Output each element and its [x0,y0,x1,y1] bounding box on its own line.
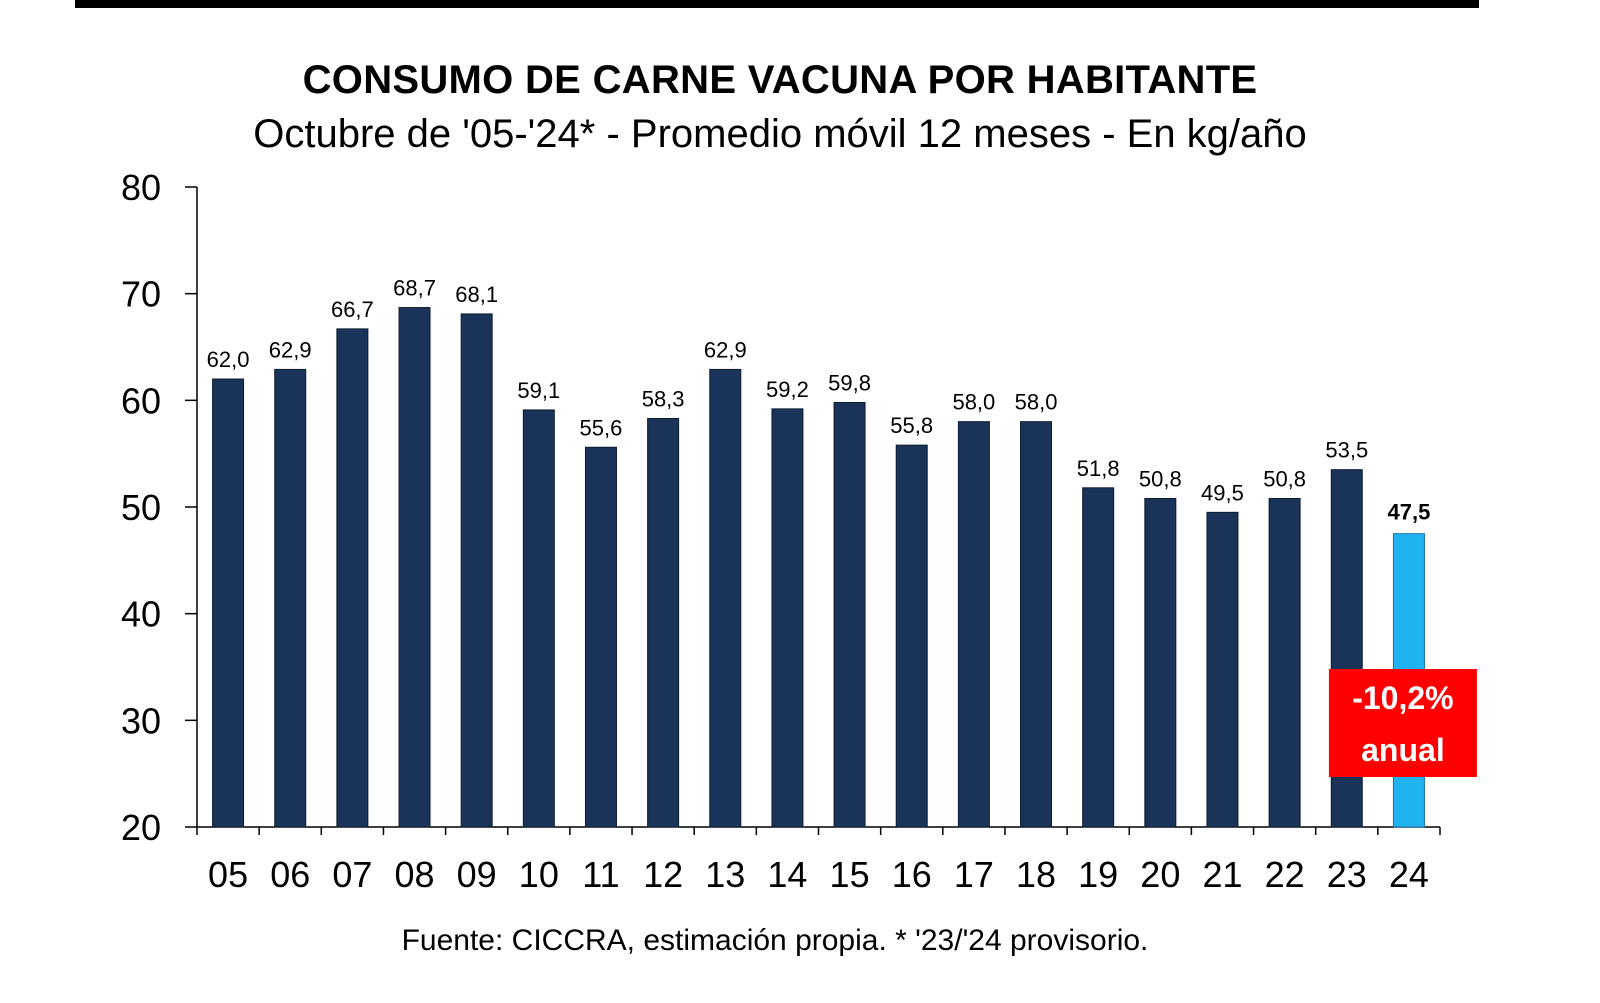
y-tick-label: 50 [121,487,161,528]
bar-15 [833,401,866,828]
x-tick-label-11: 11 [582,854,619,895]
bar-16 [895,444,928,828]
x-tick-label-19: 19 [1078,854,1118,895]
y-tick-label: 40 [121,594,161,635]
source-note: Fuente: CICCRA, estimación propia. * '23… [401,924,1149,957]
x-tick-label-23: 23 [1327,854,1367,895]
value-label-22: 50,8 [1263,466,1306,491]
bar-07 [336,328,369,828]
bar-08 [398,307,431,828]
value-label-21: 49,5 [1201,480,1244,505]
value-label-05: 62,0 [207,347,250,372]
x-tick-label-05: 05 [208,854,248,895]
x-tick-label-20: 20 [1140,854,1180,895]
x-tick-label-18: 18 [1016,854,1056,895]
value-label-13: 62,9 [704,337,747,362]
x-tick-label-09: 09 [457,854,497,895]
bar-19 [1082,487,1115,828]
value-label-12: 58,3 [642,386,685,411]
bar-12 [647,417,680,828]
top-border-bar [75,0,1479,8]
y-tick-label: 60 [121,380,161,421]
x-tick-label-07: 07 [332,854,372,895]
y-tick-label: 70 [121,274,161,315]
value-label-15: 59,8 [828,370,871,395]
x-tick-label-08: 08 [395,854,435,895]
value-label-08: 68,7 [393,276,436,301]
bar-06 [274,368,307,828]
value-label-17: 58,0 [952,390,995,415]
bar-09 [460,313,493,828]
y-tick-label: 20 [121,807,161,848]
x-tick-label-17: 17 [954,854,994,895]
value-label-06: 62,9 [269,337,312,362]
callout-percent: -10,2% [1352,680,1453,716]
y-tick-label: 30 [121,700,161,741]
chart-subtitle: Octubre de '05-'24* - Promedio móvil 12 … [253,112,1307,156]
callout-period: anual [1361,732,1445,768]
data-labels: 62,0 62,9 66,7 68,7 68,1 59,1 55,6 58,3 62,9 59,2… [207,276,1431,525]
x-tick-label-12: 12 [643,854,683,895]
x-tick-label-16: 16 [892,854,932,895]
bar-21 [1206,511,1239,828]
x-tick-label-13: 13 [705,854,745,895]
value-label-18: 58,0 [1015,390,1058,415]
value-label-20: 50,8 [1139,466,1182,491]
bar-11 [584,446,617,828]
value-label-23: 53,5 [1325,438,1368,463]
value-label-09: 68,1 [455,282,498,307]
chart-title: CONSUMO DE CARNE VACUNA POR HABITANTE [302,58,1258,102]
bar-13 [709,368,742,828]
bar-20 [1144,497,1177,828]
value-label-10: 59,1 [517,378,560,403]
y-tick-label: 80 [121,167,161,208]
bar-10 [522,409,555,828]
x-tick-label-06: 06 [270,854,310,895]
annual-change-callout: -10,2% anual [1328,669,1477,777]
x-tick-label-15: 15 [830,854,870,895]
value-label-11: 55,6 [580,415,623,440]
bar-05 [212,378,245,828]
bar-17 [957,421,990,828]
value-label-24: 47,5 [1388,500,1431,525]
callout-box [1328,669,1477,777]
x-tick-label-21: 21 [1202,854,1242,895]
bar-18 [1020,421,1053,828]
value-label-19: 51,8 [1077,456,1120,481]
value-label-16: 55,8 [890,413,933,438]
x-tick-label-14: 14 [767,854,807,895]
bars [212,307,1425,828]
x-tick-label-22: 22 [1265,854,1305,895]
value-label-14: 59,2 [766,377,809,402]
axes: 20 30 40 50 60 70 80 05 06 07 08 09 10 11 12 13 14 15 16 17… [121,167,1441,895]
x-tick-label-10: 10 [519,854,559,895]
bar-22 [1268,497,1301,828]
bar-14 [771,408,804,828]
value-label-07: 66,7 [331,297,374,322]
x-tick-label-24: 24 [1389,854,1429,895]
